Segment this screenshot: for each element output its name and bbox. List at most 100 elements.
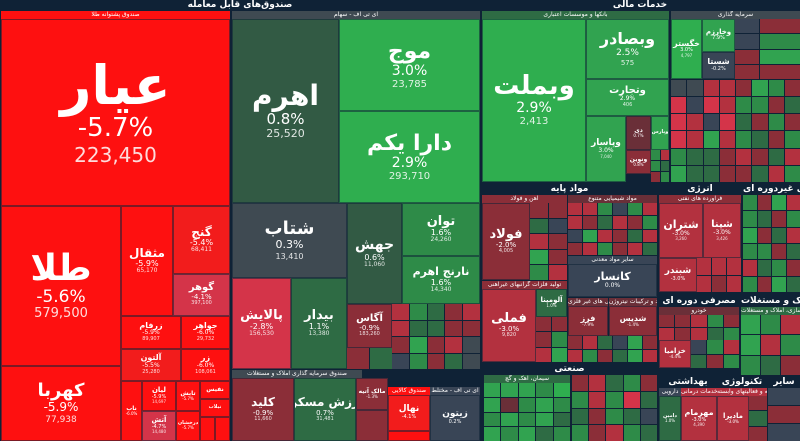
tile-nafis[interactable]: نفیس [200,381,230,399]
tile-price: 11,060 [364,260,385,268]
tile-vabemellat[interactable]: وبملت 2.9% 2,413 [482,19,586,182]
tile-ahrom[interactable]: اهرم 0.8% 25,520 [232,19,339,203]
cement-tiles [484,383,570,441]
tile-vaparsi[interactable]: وپارس [651,116,669,150]
group-header-software: رایانه و فعالیتهای وابسته [717,388,767,396]
tile-name: تابش [180,389,196,397]
tile-shetab[interactable]: شتاب 0.3% 13,410 [232,203,347,278]
tile-name: شستا [707,57,730,67]
tile-zar[interactable]: زر -6.0% 108,061 [181,349,230,381]
etf-small-tiles-2 [347,348,392,369]
tile-name: کهربا [37,379,85,401]
tile-percent: 3.0% [680,47,693,54]
tile-mehrmam[interactable]: مهرمام -3.0% 4,390 [681,396,717,441]
sector-header-funds: صندوق‌های قابل معامله [0,0,480,11]
tile-vatejarat[interactable]: وتجارت 2.9% 406 [586,79,669,116]
tile-name: نیلاب [208,404,222,411]
tile-small-sarmaye[interactable] [388,431,430,441]
tile-narenj-ahrom[interactable]: نارنج اهرم 1.6% 14,340 [402,256,480,304]
tile-name: دی [634,126,643,134]
tile-percent: -5.5% [142,361,160,369]
tile-javaher[interactable]: جواهر -6.0% 29,732 [181,316,230,349]
tile-derakhshan[interactable]: درخشان -5.7% [176,411,200,441]
tile-atash[interactable]: آتش -4.7% 14,480 [142,411,176,441]
tile-kanesar[interactable]: کانسار 0.0% [568,264,657,297]
tile-name: گوهر [188,281,215,293]
tile-mesghal[interactable]: مثقال -5.9% 65,170 [121,206,173,316]
tile-khegostar[interactable]: خگستر 3.0% 4,797 [671,19,702,79]
tile-malek-atieh[interactable]: مالک آتیه -1.3% [356,378,388,410]
tile-alton[interactable]: آلتون -5.5% 25,280 [121,349,181,381]
tile-percent: -4.7% [151,423,167,430]
tile-farz[interactable]: فرز -7.9% [568,306,608,336]
tile-name: فملی [491,310,527,326]
tile-arzesh-maskan[interactable]: ارزش مسکن 0.7% 31,481 [294,378,356,441]
tile-palayesh[interactable]: پالایش -2.8% 156,530 [232,278,291,369]
tile-shebandar[interactable]: شبندر -3.0% [659,258,697,292]
tile-name: بیدار [304,307,334,323]
tile-alumina[interactable]: آلومینا 1.0% [536,289,567,317]
tile-name: دامین [663,412,677,419]
tile-zeytoon[interactable]: زیتون 0.2% [430,395,480,441]
tile-dalik[interactable] [356,410,388,441]
tile-name: نهال [398,404,420,415]
tile-name: شپنا [711,218,733,230]
tile-bidar[interactable]: بیدار 1.1% 13,380 [291,278,347,369]
tile-vakharazm[interactable]: وخارزم 7.9% [702,19,735,52]
tile-price: 24,260 [430,236,452,244]
tile-nahal[interactable]: نهال -4.1% [388,395,430,431]
tile-shedis[interactable]: شدیس -1.4% [609,306,657,336]
tile-jahesh[interactable]: جهش 0.6% 11,060 [347,203,402,304]
tile-percent: -3.0% [672,229,690,237]
tile-mowj[interactable]: موج 3.0% 23,785 [339,19,480,111]
tile-dasmin[interactable]: دامین 1.0% [659,396,681,441]
tile-name: موج [387,38,432,64]
tile-name: وپارس [651,129,669,136]
tile-agas[interactable]: آگاس -0.9% 183,260 [347,304,392,348]
tile-name: آلومینا [540,296,563,305]
tile-price: 575 [620,58,635,67]
tile-kelid[interactable]: کلید -0.9% 11,660 [232,378,294,441]
tile-khazamia[interactable]: خزامیا -4.4% [659,340,691,368]
tile-dey[interactable]: دی 0.7% [626,116,651,150]
tile-price: 4,005 [498,248,514,255]
tile-nab[interactable]: ناب -6.0% [121,381,142,441]
tile-name: اهرم [252,79,319,113]
tile-small-1[interactable] [200,417,215,441]
tile-percent: -0.9% [252,408,274,417]
sector-header-industrial: صنعتی [482,364,657,375]
tile-vabsader[interactable]: وبصادر 2.5% 575 [586,19,669,79]
tile-zarfam[interactable]: زرفام -5.9% 89,907 [121,316,181,349]
tile-madira[interactable]: مادیرا -3.0% [717,396,749,441]
tech-small-tiles [749,396,767,441]
tile-lian[interactable]: لیان -5.9% 14,697 [142,381,176,411]
sector-header-durable: مصرفی دوره ای [659,296,739,307]
tile-shetran[interactable]: شتران -3.0% 3,260 [659,203,703,258]
tile-tala[interactable]: طلا -5.6% 579,500 [1,206,121,366]
tile-percent: 0.6% [364,252,385,262]
tile-price: 14,697 [152,399,166,405]
tile-foolad[interactable]: فولاد -2.0% 4,005 [482,203,530,280]
tile-price: 156,530 [249,330,274,338]
tile-name: طلا [30,247,92,289]
tile-percent: -5.6% [36,286,86,307]
tile-nilab[interactable]: نیلاب [200,399,230,417]
tile-price: 293,710 [388,170,431,182]
tile-gohar[interactable]: گوهر -4.1% 397,100 [173,274,230,316]
tile-vanovin[interactable]: ونوین 0.8% [626,150,651,174]
tile-fameli[interactable]: فملی -3.0% 9,820 [482,289,536,362]
tile-tabesh[interactable]: تابش -5.7% [176,381,200,411]
tile-kahroba[interactable]: کهربا -5.9% 77,938 [1,366,121,441]
tile-vapasar[interactable]: وپاسار 3.0% 7,040 [586,116,626,182]
tile-ganj[interactable]: گنج -5.4% 68,411 [173,206,230,274]
tile-shasta[interactable]: شستا -0.2% [702,52,735,79]
tile-price: 68,411 [191,246,212,254]
tile-ayar[interactable]: عیار -5.7% 223,450 [1,19,230,206]
etf-small-tiles [392,304,480,369]
tile-darayekom[interactable]: دارا یکم 2.9% 293,710 [339,111,480,203]
non-durable-tiles [743,195,800,292]
tile-tavan[interactable]: توان 1.6% 24,260 [402,203,480,256]
sector-header-non-durable: مصرفی غیردوره ای [743,184,800,195]
tile-small-2[interactable] [215,417,230,441]
tile-shepna[interactable]: شپنا -3.0% 3,426 [703,203,741,258]
